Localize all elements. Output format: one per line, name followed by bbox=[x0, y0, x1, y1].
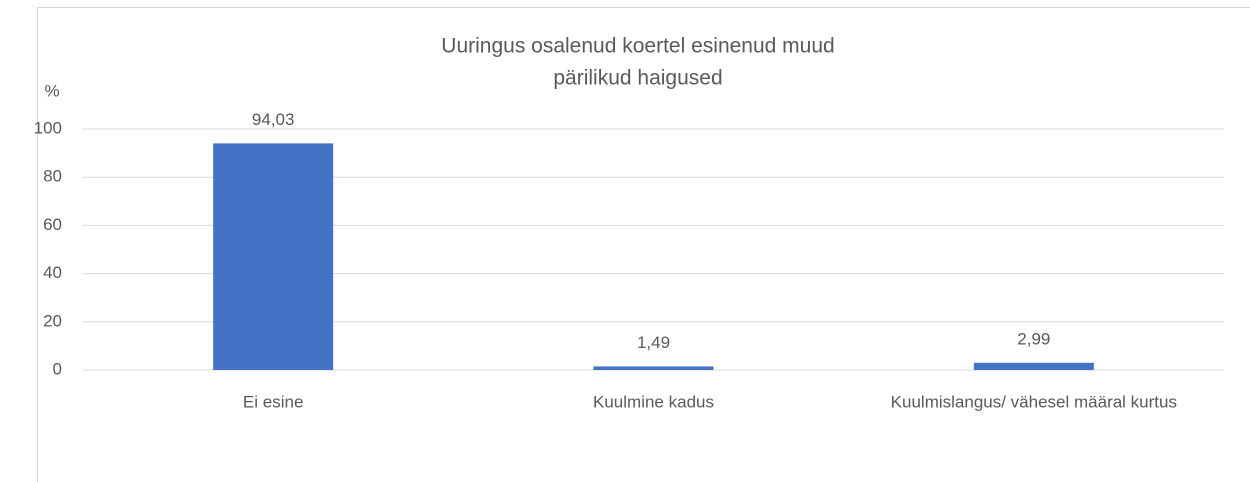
bar bbox=[973, 362, 1094, 370]
y-tick-label: 60 bbox=[43, 215, 62, 234]
x-tick-label: Kuulmine kadus bbox=[593, 392, 714, 411]
chart-title: pärilikud haigused bbox=[553, 67, 722, 90]
value-label: 2,99 bbox=[1017, 329, 1050, 348]
y-tick-label: 80 bbox=[43, 167, 62, 186]
y-tick-label: 100 bbox=[34, 118, 62, 137]
bar bbox=[213, 143, 334, 370]
y-tick-label: 20 bbox=[43, 311, 62, 330]
y-axis-label: % bbox=[44, 81, 59, 100]
value-label: 94,03 bbox=[252, 110, 295, 129]
value-label: 1,49 bbox=[637, 333, 670, 352]
y-tick-label: 40 bbox=[43, 263, 62, 282]
bar bbox=[593, 366, 714, 370]
x-tick-label: Kuulmislangus/ vähesel määral kurtus bbox=[891, 392, 1177, 411]
y-tick-label: 0 bbox=[53, 359, 62, 378]
x-tick-label: Ei esine bbox=[243, 392, 303, 411]
chart-title: Uuringus osalenud koertel esinenud muud bbox=[441, 35, 834, 58]
